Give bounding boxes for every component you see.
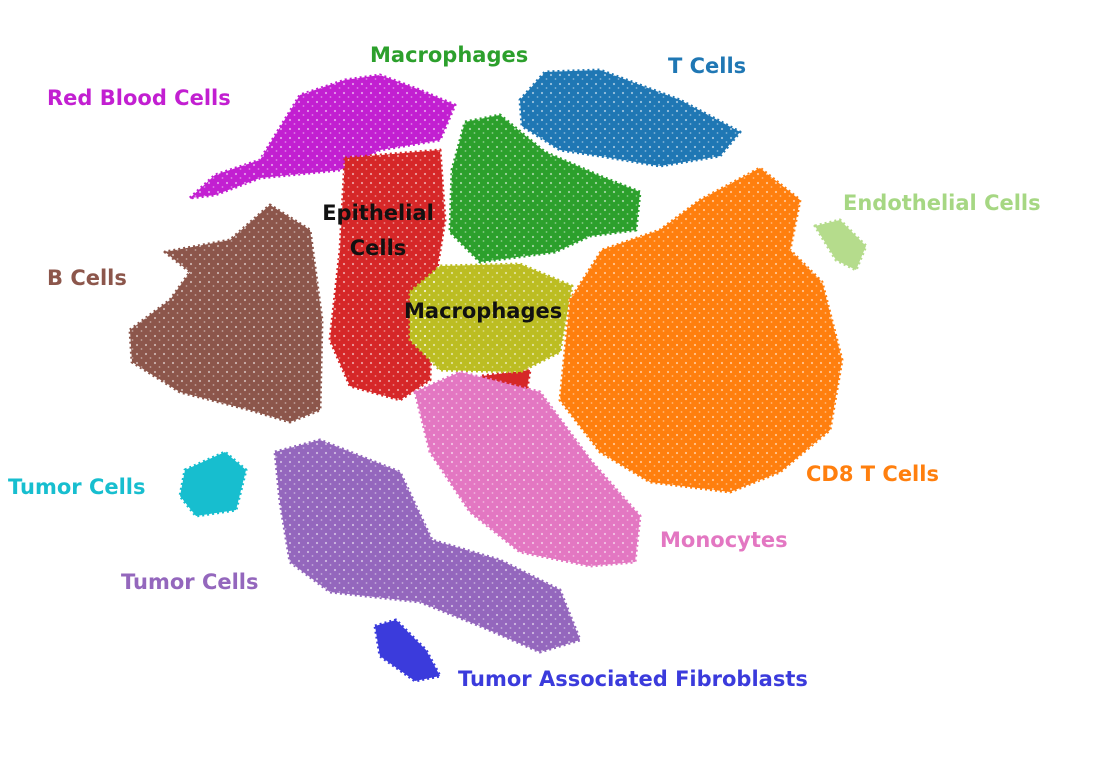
cluster-label: Tumor Cells — [121, 570, 259, 594]
speckle — [130, 70, 842, 652]
cluster-label: B Cells — [47, 266, 127, 290]
cluster — [813, 218, 868, 272]
cluster-label: CD8 T Cells — [806, 462, 939, 486]
cluster-label: Epithelial Cells — [322, 201, 434, 260]
cluster-label: Tumor Associated Fibroblasts — [458, 667, 808, 691]
cluster-label: Macrophages — [370, 43, 529, 67]
cluster-label: Endothelial Cells — [843, 191, 1041, 215]
cluster-label: Macrophages — [404, 299, 563, 323]
cluster — [373, 618, 442, 683]
cluster-label: T Cells — [668, 54, 747, 78]
cluster — [178, 450, 248, 518]
cluster-label: Red Blood Cells — [47, 86, 231, 110]
cluster-label: Tumor Cells — [8, 475, 146, 499]
cluster-label: Monocytes — [660, 528, 788, 552]
